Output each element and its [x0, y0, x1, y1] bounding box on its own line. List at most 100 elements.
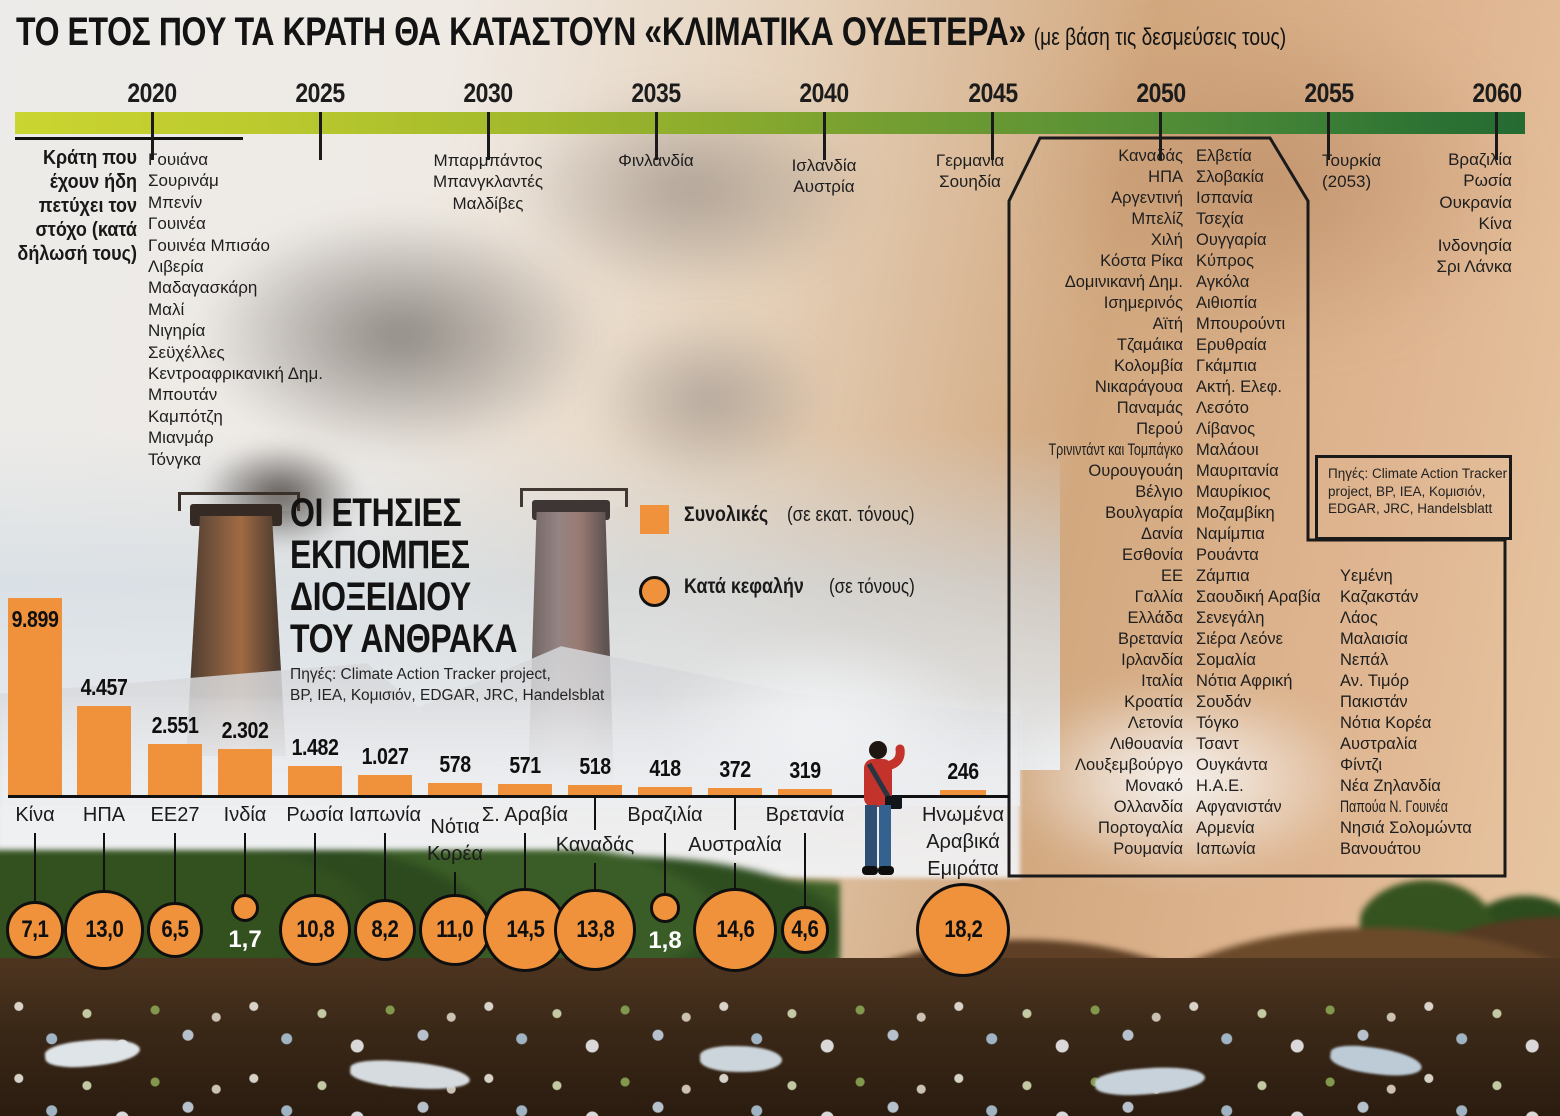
country-item: Υεμένη: [1340, 566, 1482, 587]
bar-value-label: 372: [719, 756, 750, 783]
country-item: Μαλάουι: [1196, 440, 1321, 461]
country-item: Χιλή: [1006, 230, 1183, 251]
total-emissions-bar: [288, 766, 342, 795]
country-item: Μπελίζ: [1006, 209, 1183, 230]
country-label: ΝότιαΚορέα: [427, 814, 483, 868]
total-emissions-bar: [148, 744, 202, 795]
country-label: Αυστραλία: [688, 832, 781, 859]
country-item: ΗΠΑ: [1006, 167, 1183, 188]
year-2050-column-1: ΚαναδάςΗΠΑΑργεντινήΜπελίζΧιλήΚόστα ΡίκαΔ…: [1006, 146, 1183, 860]
country-item: Αιθιοπία: [1196, 293, 1321, 314]
country-label-line: Νότια: [427, 814, 483, 841]
country-item: Τσαντ: [1196, 734, 1321, 755]
country-item: Ναμίμπια: [1196, 524, 1321, 545]
country-label: Ινδία: [224, 802, 267, 829]
country-label: Βραζιλία: [627, 802, 702, 829]
country-item: Περού: [1006, 419, 1183, 440]
per-capita-circle: 18,2: [916, 883, 1010, 977]
per-capita-value: 4,6: [791, 916, 818, 944]
country-item: Λεσότο: [1196, 398, 1321, 419]
bar-value-label: 518: [579, 753, 610, 780]
country-label-line: Αυστραλία: [688, 832, 781, 859]
per-capita-circle: 13,8: [554, 889, 636, 971]
country-item: Λιθουανία: [1006, 734, 1183, 755]
country-item: Βέλγιο: [1006, 482, 1183, 503]
country-label: ΕΕ27: [151, 802, 200, 829]
country-label: Ιαπωνία: [349, 802, 421, 829]
country-item: Βουλγαρία: [1006, 503, 1183, 524]
country-item-text: Τρινιντάντ και Τομπάγκο: [1048, 440, 1183, 461]
country-label-line: Αραβικά: [922, 829, 1004, 856]
bar-value-label: 571: [509, 752, 540, 779]
per-capita-value: 1,8: [648, 927, 681, 955]
country-item: Τρινιντάντ και Τομπάγκο: [1006, 440, 1183, 461]
per-capita-circle: 10,8: [279, 894, 351, 966]
country-item: Νησιά Σολομώντα: [1340, 818, 1482, 839]
total-emissions-bar: [358, 775, 412, 795]
country-item: Μαλαισία: [1340, 629, 1482, 650]
per-capita-circle: 6,5: [147, 902, 203, 958]
country-item: Κροατία: [1006, 692, 1183, 713]
per-capita-value: 13,0: [85, 916, 123, 944]
country-item: Δανία: [1006, 524, 1183, 545]
legend-total-swatch: [640, 505, 669, 534]
headline-line: ΟΙ ΕΤΗΣΙΕΣ: [290, 492, 517, 534]
country-item: Ιρλανδία: [1006, 650, 1183, 671]
country-item: Ισπανία: [1196, 188, 1321, 209]
legend-total-text: Συνολικές (σε εκατ. τόνους): [684, 503, 938, 527]
country-item: Μονακό: [1006, 776, 1183, 797]
legend-percapita-unit: (σε τόνους): [829, 576, 915, 599]
emissions-sources: Πηγές: Climate Action Tracker project,BP…: [290, 664, 604, 706]
country-item: Η.Α.Ε.: [1196, 776, 1321, 797]
country-item: Παπούα Ν. Γουινέα: [1340, 797, 1482, 818]
country-item: Μαυρίκιος: [1196, 482, 1321, 503]
country-item: Πακιστάν: [1340, 692, 1482, 713]
legend-total-unit: (σε εκατ. τόνους): [787, 504, 915, 527]
country-item: Παναμάς: [1006, 398, 1183, 419]
country-item: Λουξεμβούργο: [1006, 755, 1183, 776]
country-label-line: Κίνα: [15, 802, 54, 829]
country-item: Αϊτή: [1006, 314, 1183, 335]
headline-line: ΕΚΠΟΜΠΕΣ: [290, 534, 517, 576]
country-item: Ρουάντα: [1196, 545, 1321, 566]
headline-line: ΤΟΥ ΑΝΘΡΑΚΑ: [290, 618, 517, 660]
country-item: Κόστα Ρίκα: [1006, 251, 1183, 272]
country-item: Ισημερινός: [1006, 293, 1183, 314]
headline-line: ΔΙΟΞΕΙΔΙΟΥ: [290, 576, 517, 618]
country-item: Ουγκάντα: [1196, 755, 1321, 776]
year-2050-column-2: ΕλβετίαΣλοβακίαΙσπανίαΤσεχίαΟυγγαρίαΚύπρ…: [1196, 146, 1321, 860]
country-item: Τζαμάικα: [1006, 335, 1183, 356]
stagger-tick: [734, 798, 737, 830]
total-emissions-bar: [428, 783, 482, 795]
bar-value-label: 1.027: [362, 743, 409, 770]
infographic-climate-neutrality: ΤΟ ΕΤΟΣ ΠΟΥ ΤΑ ΚΡΑΤΗ ΘΑ ΚΑΤΑΣΤΟΥΝ «ΚΛΙΜΑ…: [0, 0, 1560, 1116]
per-capita-circle: 14,6: [693, 888, 777, 972]
country-item: Νότια Κορέα: [1340, 713, 1482, 734]
country-item: Σιέρα Λεόνε: [1196, 629, 1321, 650]
country-item: ΕΕ: [1006, 566, 1183, 587]
country-label: ΗΠΑ: [83, 802, 125, 829]
per-capita-value: 11,0: [437, 916, 474, 944]
country-item: Σενεγάλη: [1196, 608, 1321, 629]
total-emissions-bar: [218, 749, 272, 795]
country-item: Λίβανος: [1196, 419, 1321, 440]
country-item: Ρουμανία: [1006, 839, 1183, 860]
country-item: Ολλανδία: [1006, 797, 1183, 818]
per-capita-value: 7,1: [21, 916, 48, 944]
country-item: Αργεντινή: [1006, 188, 1183, 209]
sources-box: Πηγές: Climate Action Trackerproject, BP…: [1315, 455, 1512, 540]
country-item: Αφγανιστάν: [1196, 797, 1321, 818]
country-item: Δομινικανή Δημ.: [1006, 272, 1183, 293]
per-capita-value: 13,8: [576, 916, 614, 944]
bar-value-label: 2.551: [152, 712, 199, 739]
bar-value-label: 578: [439, 751, 470, 778]
per-capita-circle: 13,0: [64, 890, 143, 969]
country-item: Μπουρούντι: [1196, 314, 1321, 335]
country-item: Αρμενία: [1196, 818, 1321, 839]
country-item: Μοζαμβίκη: [1196, 503, 1321, 524]
country-label-line: Καναδάς: [556, 832, 635, 859]
country-item: Καναδάς: [1006, 146, 1183, 167]
country-item: Ελβετία: [1196, 146, 1321, 167]
country-item: Λάος: [1340, 608, 1482, 629]
bar-value-label: 319: [789, 757, 820, 784]
